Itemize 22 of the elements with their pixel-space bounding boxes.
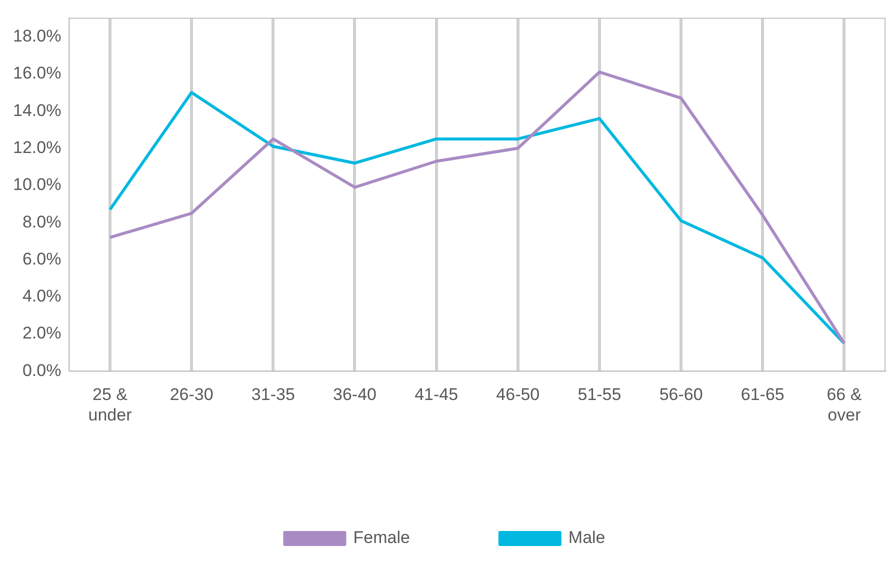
y-tick-label: 2.0% [22, 324, 62, 343]
x-tick-label: 61-65 [740, 385, 784, 404]
x-tick-label: 25 & under [88, 385, 132, 424]
x-tick-label: 26-30 [170, 385, 214, 404]
y-tick-label: 12.0% [13, 138, 62, 157]
x-tick-label: 36-40 [332, 385, 376, 404]
y-tick-label: 6.0% [22, 249, 62, 268]
y-tick-label: 10.0% [13, 175, 62, 194]
x-tick-label: 66 & over [826, 385, 862, 424]
x-tick-label: 31-35 [251, 385, 295, 404]
x-tick-label: 51-55 [578, 385, 622, 404]
y-tick-label: 4.0% [22, 286, 62, 306]
y-tick-label: 14.0% [13, 100, 62, 120]
legend-label: Female [353, 528, 410, 548]
y-tick-label: 16.0% [13, 64, 62, 83]
x-tick-label: 41-45 [414, 385, 458, 404]
y-tick-label: 18.0% [13, 26, 62, 46]
x-tick-label: 46-50 [496, 385, 540, 404]
legend-label: Male [568, 528, 606, 548]
y-tick-label: 8.0% [22, 212, 62, 232]
y-tick-label: 0.0% [22, 360, 62, 380]
x-tick-label: 56-60 [659, 385, 703, 404]
